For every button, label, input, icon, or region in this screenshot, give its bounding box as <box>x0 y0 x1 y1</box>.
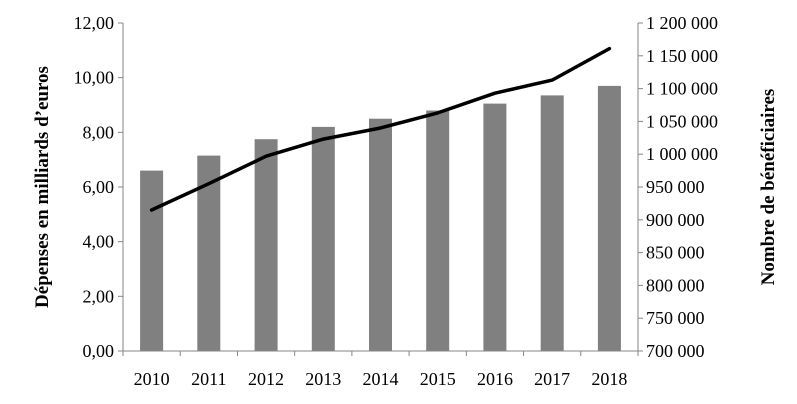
y-right-tick-label: 950 000 <box>646 177 705 197</box>
y-left-tick-label: 0,00 <box>83 341 115 361</box>
x-tick-label-2014: 2014 <box>363 369 399 389</box>
bar-2018 <box>597 85 621 352</box>
y-left-tick-label: 2,00 <box>83 286 115 306</box>
x-tick-label-2013: 2013 <box>305 369 341 389</box>
x-tick-label-2018: 2018 <box>591 369 627 389</box>
x-tick-label-2015: 2015 <box>420 369 456 389</box>
bar-2017 <box>540 95 564 352</box>
y-left-tick-label: 12,00 <box>74 13 115 33</box>
bar-2012 <box>254 139 278 351</box>
y-left-tick-label: 6,00 <box>83 177 115 197</box>
bar-2014 <box>369 118 392 351</box>
y-right-tick-label: 1 100 000 <box>646 79 718 99</box>
x-tick-label-2016: 2016 <box>477 369 513 389</box>
line-layer <box>149 46 612 212</box>
bar-2015 <box>426 110 450 351</box>
bar-2010 <box>140 170 164 351</box>
x-tick-label-2011: 2011 <box>191 369 226 389</box>
y-right-tick-label: 850 000 <box>646 243 705 263</box>
x-tick-label-2012: 2012 <box>248 369 284 389</box>
bar-2013 <box>311 126 335 352</box>
y-right-tick-label: 700 000 <box>646 341 705 361</box>
y-right-tick-label: 1 050 000 <box>646 111 718 131</box>
axes-layer <box>118 22 643 356</box>
y-left-tick-label: 10,00 <box>74 68 115 88</box>
y-right-axis-title: Nombre de bénéficiaires <box>758 89 779 286</box>
y-left-axis-title: Dépenses en milliards d’euros <box>32 66 53 308</box>
bar-2011 <box>197 155 221 351</box>
x-tick-label-2010: 2010 <box>134 369 170 389</box>
y-right-tick-label: 1 200 000 <box>646 13 718 33</box>
y-left-tick-label: 4,00 <box>83 232 115 252</box>
y-right-tick-label: 800 000 <box>646 275 705 295</box>
x-tick-label-2017: 2017 <box>534 369 570 389</box>
y-right-tick-label: 1 000 000 <box>646 144 718 164</box>
y-left-tick-label: 8,00 <box>83 122 115 142</box>
labels-layer: 0,00 2,00 4,00 6,00 8,00 10,00 12,00 700 000 750… <box>74 13 719 389</box>
bar-2016 <box>483 103 507 351</box>
bars-layer <box>140 85 621 352</box>
y-right-tick-label: 750 000 <box>646 308 705 328</box>
y-right-tick-label: 1 150 000 <box>646 46 718 66</box>
y-right-tick-label: 900 000 <box>646 210 705 230</box>
